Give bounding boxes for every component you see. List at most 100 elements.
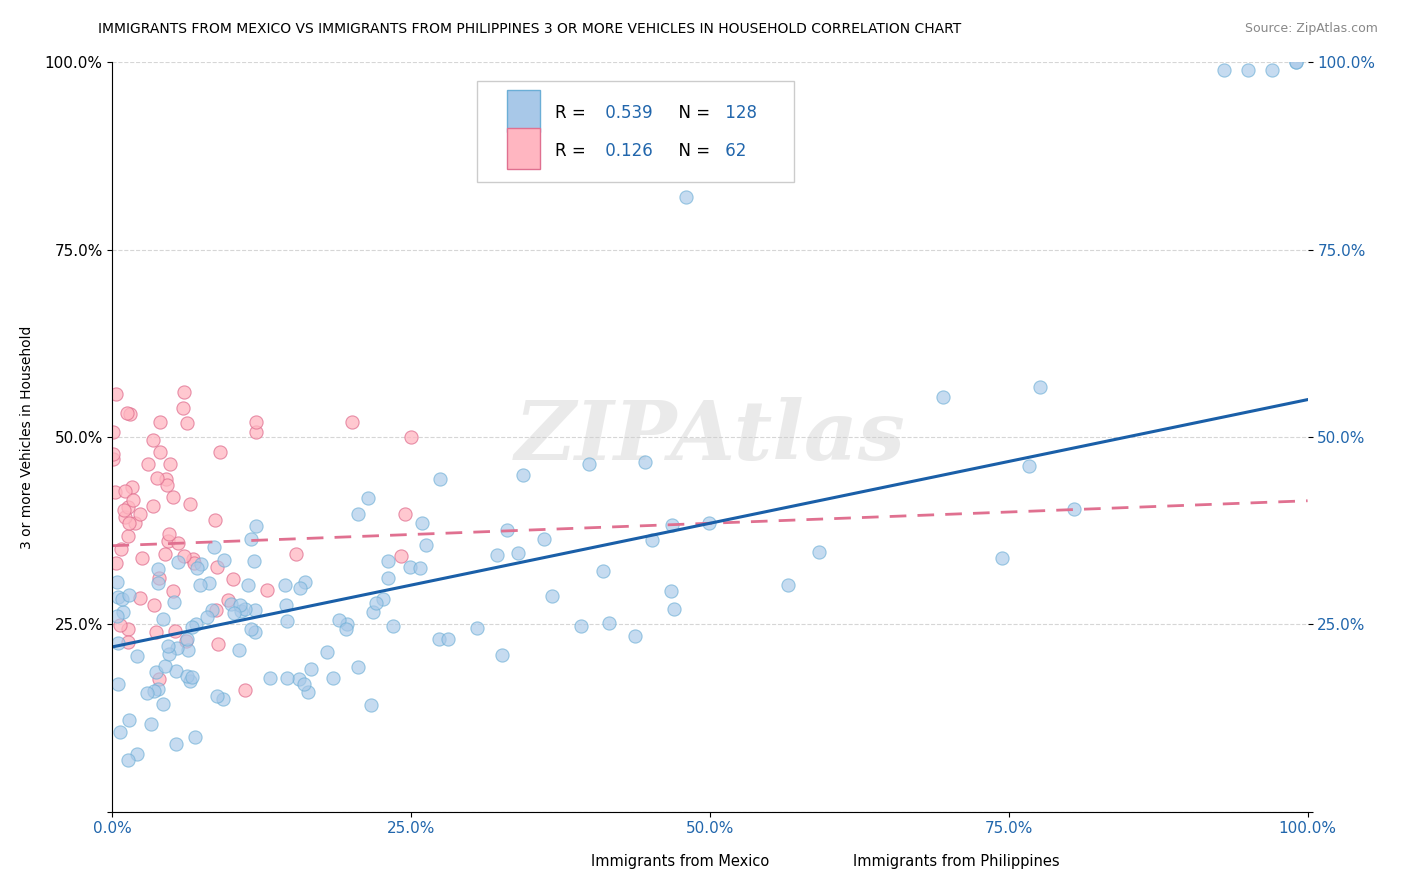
Point: [145, 665, 167, 679]
FancyBboxPatch shape: [554, 852, 578, 872]
Point: [624, 629, 647, 643]
Y-axis label: 3 or more Vehicles in Household: 3 or more Vehicles in Household: [20, 326, 34, 549]
Point: [107, 574, 129, 589]
Point: [360, 698, 382, 713]
Point: [229, 598, 252, 612]
Point: [429, 632, 451, 646]
Point: [142, 499, 165, 513]
Point: [162, 584, 184, 599]
Point: [180, 670, 202, 684]
Point: [409, 561, 432, 575]
Point: [240, 622, 263, 636]
Point: [156, 478, 179, 492]
Point: [294, 574, 316, 589]
Point: [292, 677, 315, 691]
Point: [107, 590, 129, 604]
Point: [245, 415, 267, 429]
Point: [1261, 62, 1284, 77]
Point: [117, 500, 139, 515]
Point: [205, 690, 228, 704]
Point: [256, 582, 278, 597]
Point: [112, 503, 135, 517]
Point: [165, 664, 187, 678]
Point: [347, 659, 370, 673]
Point: [662, 601, 685, 615]
Point: [145, 625, 167, 640]
Point: [198, 576, 221, 591]
Point: [135, 686, 157, 700]
Point: [437, 632, 460, 646]
Point: [233, 683, 256, 698]
Point: [1285, 55, 1308, 70]
Point: [125, 648, 148, 663]
Point: [117, 753, 139, 767]
Point: [578, 458, 600, 472]
Text: N =: N =: [668, 142, 716, 160]
Point: [201, 603, 224, 617]
Point: [495, 523, 517, 537]
Point: [107, 677, 129, 691]
Point: [297, 685, 319, 699]
Point: [190, 557, 212, 571]
Point: [167, 555, 190, 569]
Point: [128, 591, 150, 605]
Point: [217, 593, 239, 607]
Point: [118, 589, 141, 603]
Point: [340, 415, 363, 429]
Text: Immigrants from Philippines: Immigrants from Philippines: [853, 855, 1060, 870]
Point: [176, 632, 198, 647]
FancyBboxPatch shape: [477, 81, 794, 182]
Point: [778, 578, 800, 592]
Point: [152, 697, 174, 711]
Point: [177, 643, 200, 657]
Point: [188, 578, 211, 592]
Point: [142, 434, 165, 448]
Point: [163, 595, 186, 609]
Point: [598, 615, 620, 630]
Text: R =: R =: [555, 103, 591, 122]
Point: [148, 571, 170, 585]
Point: [183, 556, 205, 570]
Point: [357, 491, 380, 505]
Point: [202, 540, 225, 554]
Point: [179, 673, 201, 688]
Point: [233, 602, 256, 616]
Point: [239, 532, 262, 546]
Point: [122, 492, 145, 507]
Point: [155, 472, 177, 486]
Point: [366, 596, 388, 610]
FancyBboxPatch shape: [818, 852, 841, 872]
Text: R =: R =: [555, 142, 591, 160]
Point: [274, 598, 297, 612]
Point: [288, 581, 311, 595]
Point: [166, 641, 188, 656]
Point: [186, 561, 208, 575]
Point: [136, 457, 159, 471]
Point: [204, 513, 226, 527]
Point: [399, 560, 422, 574]
Text: N =: N =: [668, 103, 716, 122]
Point: [101, 425, 124, 439]
Point: [245, 425, 267, 440]
Point: [633, 455, 655, 469]
Point: [990, 551, 1012, 566]
Point: [506, 546, 529, 560]
Point: [114, 484, 136, 499]
Text: 128: 128: [720, 103, 756, 122]
Point: [285, 547, 308, 561]
Point: [108, 617, 131, 632]
Point: [381, 619, 404, 633]
Point: [224, 606, 246, 620]
Point: [569, 619, 592, 633]
Point: [401, 430, 423, 444]
Point: [105, 556, 128, 570]
Point: [1018, 458, 1040, 473]
Point: [183, 730, 205, 744]
Point: [111, 592, 134, 607]
Point: [276, 671, 298, 685]
Point: [315, 645, 337, 659]
Point: [124, 516, 146, 530]
Point: [141, 716, 163, 731]
Point: [491, 648, 513, 663]
Point: [114, 509, 136, 524]
